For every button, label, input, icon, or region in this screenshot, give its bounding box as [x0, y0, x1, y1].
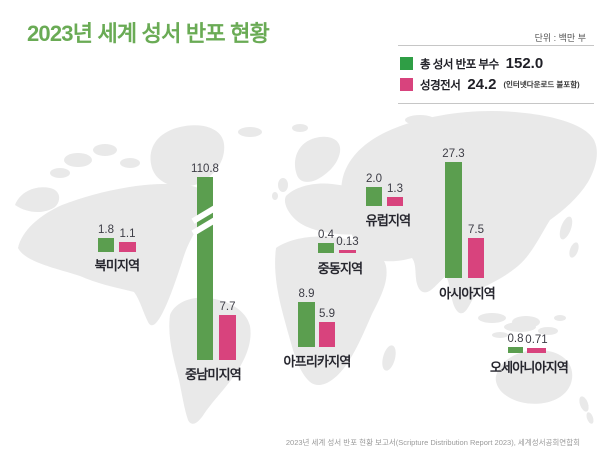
total-bar-asia	[445, 162, 462, 278]
total-value-latin-america: 110.8	[191, 163, 219, 175]
region-label-middle-east: 중동지역	[317, 261, 363, 276]
full-bible-value-latin-america: 7.7	[219, 301, 236, 313]
legend-row-total: 총 성서 반포 부수 152.0	[400, 55, 594, 72]
region-label-latin-america: 중남미지역	[185, 367, 242, 382]
total-value-asia: 27.3	[442, 148, 465, 160]
full-bible-bar-latin-america	[219, 315, 236, 360]
region-label-europe: 유럽지역	[365, 213, 411, 228]
legend: 총 성서 반포 부수 152.0 성경전서 24.2 (인터넷다운로드 불포함)	[398, 45, 594, 104]
full-bible-value-europe: 1.3	[387, 183, 403, 195]
full-bible-value-asia: 7.5	[468, 224, 484, 236]
legend-row-full-bible: 성경전서 24.2 (인터넷다운로드 불포함)	[400, 76, 594, 93]
total-color-swatch	[400, 57, 413, 70]
total-value-europe: 2.0	[366, 173, 382, 185]
total-bar-europe	[366, 187, 382, 206]
total-bar-north-america	[98, 238, 114, 252]
total-bar-africa	[298, 302, 315, 347]
page-title: 2023년 세계 성서 반포 현황	[27, 21, 270, 46]
total-bar-middle-east	[318, 243, 334, 253]
continent-asia	[341, 110, 597, 314]
region-alaska	[15, 187, 60, 213]
full-bible-value-middle-east: 0.13	[336, 236, 359, 248]
full-bible-legend-note: (인터넷다운로드 불포함)	[503, 80, 580, 89]
region-greenland	[150, 125, 225, 187]
total-value-north-america: 1.8	[98, 224, 114, 236]
full-bible-value-africa: 5.9	[319, 308, 335, 320]
unit-label: 단위 : 백만 부	[534, 33, 586, 43]
region-label-oceania: 오세아니아지역	[489, 360, 569, 375]
full-bible-bar-asia	[468, 238, 484, 278]
region-scandinavia	[294, 136, 341, 182]
region-label-north-america: 북미지역	[94, 258, 140, 273]
full-bible-bar-europe	[387, 197, 403, 206]
total-legend-label: 총 성서 반포 부수	[420, 58, 499, 71]
total-legend-value: 152.0	[505, 55, 544, 72]
total-value-middle-east: 0.4	[318, 229, 334, 241]
total-bar-latin-america	[191, 177, 219, 360]
full-bible-legend-value: 24.2	[467, 76, 497, 93]
region-label-africa: 아프리카지역	[283, 354, 352, 369]
full-bible-legend-label: 성경전서	[420, 79, 461, 92]
full-bible-bar-africa	[319, 322, 335, 347]
full-bible-color-swatch	[400, 78, 413, 91]
full-bible-value-north-america: 1.1	[119, 228, 136, 240]
total-value-africa: 8.9	[298, 288, 315, 300]
full-bible-bar-north-america	[119, 242, 136, 252]
full-bible-value-oceania: 0.71	[525, 334, 548, 346]
total-bar-oceania	[508, 347, 523, 353]
continent-australia	[495, 350, 573, 404]
continent-north-america	[18, 183, 209, 326]
total-value-oceania: 0.8	[507, 333, 524, 345]
full-bible-bar-middle-east	[339, 250, 356, 253]
region-label-asia: 아시아지역	[439, 286, 496, 301]
continent-africa	[275, 236, 387, 386]
full-bible-bar-oceania	[527, 348, 546, 353]
source-note: 2023년 세계 성서 반포 현황 보고서(Scripture Distribu…	[285, 438, 580, 447]
